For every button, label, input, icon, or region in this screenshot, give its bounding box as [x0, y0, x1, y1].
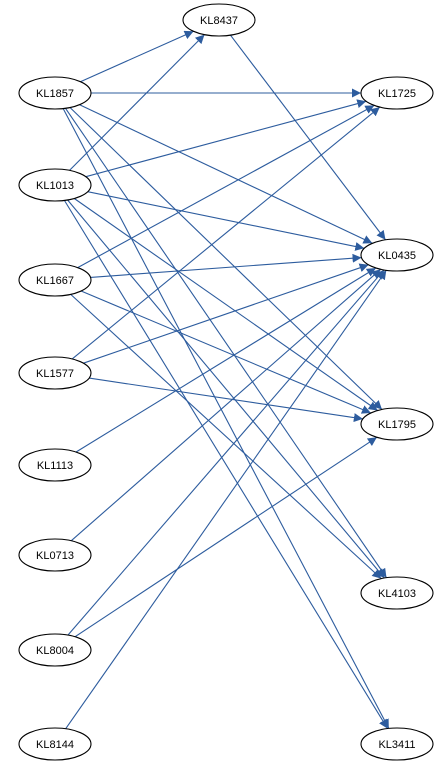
node-label: KL1795 [378, 419, 416, 431]
node-kl1667: KL1667 [18, 263, 92, 297]
node-label: KL8004 [36, 645, 74, 657]
node-kl1113: KL1113 [18, 448, 92, 482]
node-kl8144: KL8144 [18, 727, 92, 761]
edge-kl1667-to-kl1795 [80, 290, 372, 414]
edge-kl1667-to-kl1725 [77, 104, 375, 269]
edge-kl1857-to-kl1795 [69, 107, 383, 410]
node-shape [360, 76, 434, 110]
edge-kl8004-to-kl0435 [67, 269, 385, 636]
node-shape [18, 727, 92, 761]
node-shape [360, 407, 434, 441]
edge-kl1857-to-kl4103 [65, 107, 387, 579]
edge-kl1013-to-kl0435 [87, 191, 365, 251]
node-shape [18, 168, 92, 202]
node-shape [18, 356, 92, 390]
node-kl1725: KL1725 [360, 76, 434, 110]
node-label: KL1857 [36, 88, 74, 100]
node-shape [18, 263, 92, 297]
node-shape [18, 76, 92, 110]
node-shape [360, 576, 434, 610]
edge-kl1013-to-kl1725 [85, 99, 367, 178]
node-kl1795: KL1795 [360, 407, 434, 441]
edge-kl1013-to-kl3411 [63, 200, 389, 729]
node-label: KL8437 [200, 15, 238, 27]
node-kl3411: KL3411 [360, 727, 434, 761]
node-kl0713: KL0713 [18, 538, 92, 572]
node-kl1577: KL1577 [18, 356, 92, 390]
edge-kl1013-to-kl8437 [69, 34, 205, 171]
edge-kl8144-to-kl0435 [65, 269, 387, 730]
edge-kl8004-to-kl1795 [74, 436, 378, 638]
node-shape [360, 238, 434, 272]
node-shape [18, 448, 92, 482]
edge-kl1857-to-kl8437 [80, 30, 194, 83]
node-kl1857: KL1857 [18, 76, 92, 110]
node-label: KL1577 [36, 368, 74, 380]
node-label: KL0713 [36, 550, 74, 562]
edge-kl1113-to-kl0435 [75, 267, 377, 453]
edge-kl1577-to-kl1725 [71, 106, 381, 360]
edge-kl1667-to-kl4103 [70, 293, 382, 580]
node-kl0435: KL0435 [360, 238, 434, 272]
edges-layer [62, 30, 390, 730]
node-kl8437: KL8437 [182, 3, 256, 37]
edge-kl1577-to-kl0435 [83, 263, 369, 364]
node-shape [18, 633, 92, 667]
node-kl8004: KL8004 [18, 633, 92, 667]
node-shape [182, 3, 256, 37]
node-label: KL3411 [378, 739, 415, 751]
edge-kl0713-to-kl0435 [70, 268, 382, 542]
node-label: KL1013 [36, 180, 74, 192]
node-label: KL0435 [378, 250, 416, 262]
edge-kl1013-to-kl4103 [67, 199, 385, 579]
node-kl1013: KL1013 [18, 168, 92, 202]
nodes-layer: KL8437 KL1857 KL1725 KL1013 KL1667 KL0435 KL15… [18, 3, 434, 761]
node-kl4103: KL4103 [360, 576, 434, 610]
edge-kl1857-to-kl3411 [62, 108, 390, 729]
node-shape [360, 727, 434, 761]
edge-kl1577-to-kl1795 [89, 377, 363, 423]
node-label: KL8144 [36, 739, 74, 751]
edge-kl8437-to-kl0435 [230, 34, 386, 241]
edge-kl1013-to-kl1795 [73, 198, 379, 411]
node-label: KL1113 [37, 460, 73, 472]
node-label: KL1725 [378, 88, 416, 100]
node-label: KL1667 [36, 275, 74, 287]
edge-kl1857-to-kl0435 [79, 104, 373, 244]
node-label: KL4103 [378, 588, 416, 600]
node-shape [18, 538, 92, 572]
edge-kl1667-to-kl0435 [90, 253, 362, 278]
